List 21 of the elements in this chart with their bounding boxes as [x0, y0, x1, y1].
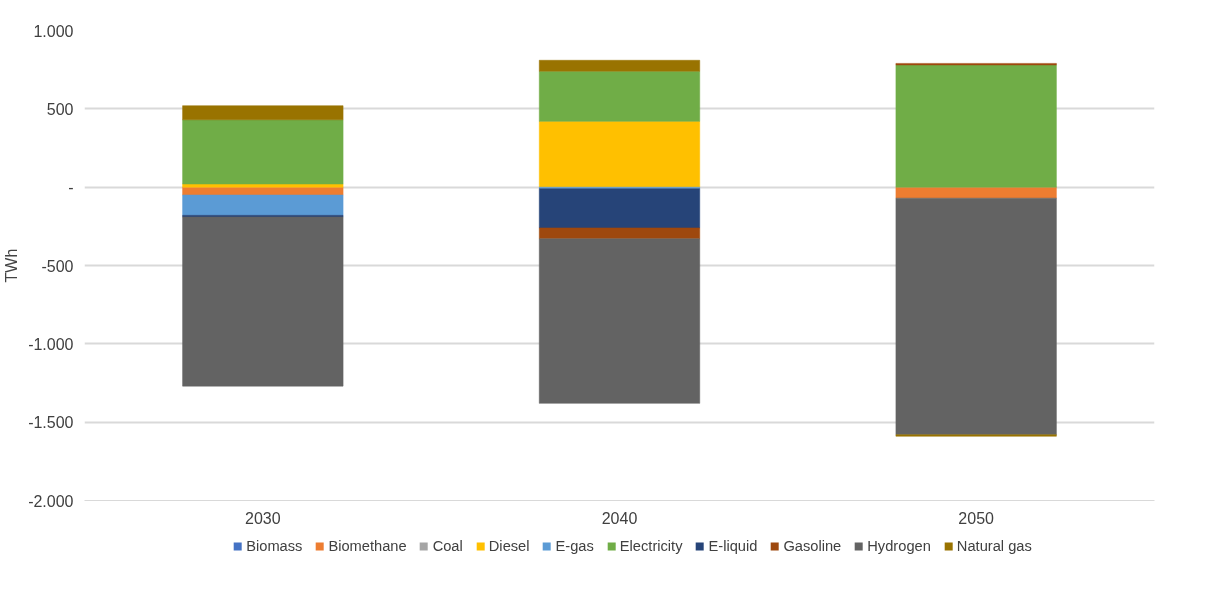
y-axis-title: TWh	[3, 248, 21, 283]
y-tick-label: 1.000	[33, 22, 74, 40]
y-tick-label: -1.500	[28, 414, 74, 432]
legend-label: Natural gas	[956, 538, 1032, 554]
y-tick-label: 500	[46, 100, 74, 118]
legend-label: E-liquid	[708, 538, 758, 554]
legend-label: Biomethane	[328, 538, 407, 554]
y-tick-label: -1.000	[28, 335, 74, 353]
legend-label: Biomass	[246, 538, 303, 554]
y-tick-label: -	[68, 179, 74, 197]
x-tick-label: 2040	[601, 509, 638, 527]
y-tick-label: -500	[41, 257, 74, 275]
legend-label: Hydrogen	[867, 538, 931, 554]
legend-label: Gasoline	[783, 538, 842, 554]
y-tick-label: -2.000	[28, 492, 74, 510]
legend-label: Diesel	[488, 538, 530, 554]
legend-label: Coal	[432, 538, 463, 554]
legend-label: Electricity	[619, 538, 683, 554]
x-tick-label: 2050	[958, 509, 995, 527]
legend-label: E-gas	[555, 538, 594, 554]
x-tick-label: 2030	[245, 509, 281, 527]
